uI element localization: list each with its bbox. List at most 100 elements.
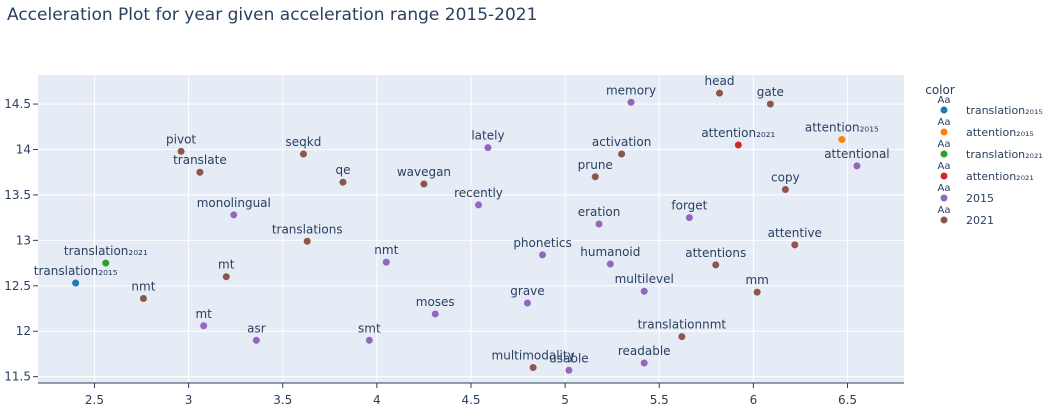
- x-tick-label: 5: [561, 393, 569, 407]
- x-tick-label: 3.5: [273, 393, 292, 407]
- x-tick-label: 4.5: [461, 393, 480, 407]
- y-tick-label: 13.5: [4, 188, 31, 202]
- data-label: translationnmt: [638, 318, 727, 332]
- data-point: [339, 178, 347, 186]
- data-point: [529, 364, 537, 372]
- legend-marker: [940, 194, 948, 202]
- legend-marker: [940, 172, 948, 180]
- data-label: attention₂₀₁₅: [805, 121, 879, 135]
- data-label: nmt: [374, 243, 398, 257]
- data-point: [420, 180, 428, 188]
- data-point: [539, 251, 547, 259]
- data-point: [606, 260, 614, 268]
- data-point: [222, 273, 230, 281]
- legend-entry-label: translation₂₀₂₁: [966, 148, 1043, 161]
- legend-marker: [940, 216, 948, 224]
- x-tick-label: 3: [185, 393, 193, 407]
- data-point: [753, 288, 761, 296]
- data-point: [640, 359, 648, 367]
- data-label: usable: [549, 351, 589, 365]
- legend: colorAatranslation₂₀₁₅Aaattention₂₀₁₅Aat…: [925, 83, 1043, 227]
- data-label: nmt: [131, 280, 155, 294]
- data-point: [712, 261, 720, 269]
- data-point: [716, 89, 724, 97]
- data-label: multilevel: [615, 272, 674, 286]
- legend-entry-label: attention₂₀₁₅: [966, 126, 1034, 139]
- data-point: [523, 299, 531, 307]
- data-point: [72, 279, 80, 287]
- data-point: [196, 168, 204, 176]
- data-label: eration: [578, 205, 621, 219]
- legend-symbol-text: Aa: [938, 183, 951, 194]
- data-point: [303, 237, 311, 245]
- data-label: phonetics: [513, 236, 571, 250]
- y-tick-label: 11.5: [4, 370, 31, 384]
- data-label: translate: [173, 153, 227, 167]
- data-point: [431, 310, 439, 318]
- data-label: seqkd: [286, 135, 322, 149]
- data-point: [102, 259, 110, 267]
- data-label: readable: [618, 344, 671, 358]
- legend-entry-label: 2021: [966, 214, 994, 227]
- data-point: [618, 150, 626, 158]
- data-label: translation₂₀₁₅: [34, 264, 118, 278]
- data-point: [678, 333, 686, 341]
- data-point: [565, 366, 573, 374]
- data-point: [627, 98, 635, 106]
- data-point: [200, 322, 208, 330]
- data-label: activation: [592, 135, 651, 149]
- data-point: [299, 150, 307, 158]
- data-label: mt: [218, 258, 235, 272]
- data-point: [365, 336, 373, 344]
- data-label: translations: [272, 222, 343, 236]
- legend-symbol-text: Aa: [938, 161, 951, 172]
- legend-symbol-text: Aa: [938, 205, 951, 216]
- legend-entry-label: 2015: [966, 192, 994, 205]
- data-point: [853, 162, 861, 170]
- data-point: [139, 295, 147, 303]
- y-tick-label: 13: [16, 233, 31, 247]
- data-point: [791, 241, 799, 249]
- data-label: smt: [358, 321, 381, 335]
- data-label: attention₂₀₂₁: [701, 126, 775, 140]
- data-label: gate: [757, 85, 784, 99]
- data-point: [685, 214, 693, 222]
- data-point: [591, 173, 599, 181]
- legend-marker: [940, 106, 948, 114]
- legend-symbol-text: Aa: [938, 139, 951, 150]
- data-labels: translation₂₀₁₅ attention₂₀₁₅ translation₂…: [34, 74, 890, 365]
- data-points: [72, 89, 861, 374]
- y-tick-label: 14: [16, 143, 31, 157]
- legend-marker: [940, 150, 948, 158]
- data-label: translation₂₀₂₁: [64, 244, 148, 258]
- data-label: mt: [195, 307, 212, 321]
- data-label: qe: [335, 163, 350, 177]
- y-tick-label: 12: [16, 324, 31, 338]
- data-point: [475, 201, 483, 209]
- legend-symbol-text: Aa: [938, 95, 951, 106]
- legend-entry-label: translation₂₀₁₅: [966, 104, 1043, 117]
- legend-entry-label: attention₂₀₂₁: [966, 170, 1034, 183]
- data-label: attentions: [685, 246, 746, 260]
- data-label: attentional: [824, 147, 889, 161]
- x-tick-label: 5.5: [650, 393, 669, 407]
- y-tick-label: 12.5: [4, 279, 31, 293]
- data-label: prune: [578, 158, 613, 172]
- legend-symbol-text: Aa: [938, 117, 951, 128]
- data-label: multimodality: [492, 349, 575, 363]
- data-label: mm: [745, 273, 768, 287]
- data-label: humanoid: [580, 245, 640, 259]
- data-point: [838, 136, 846, 144]
- data-label: asr: [247, 321, 266, 335]
- x-tick-label: 6.5: [838, 393, 857, 407]
- data-label: forget: [671, 199, 707, 213]
- legend-marker: [940, 128, 948, 136]
- x-tick-label: 4: [373, 393, 381, 407]
- x-tick-label: 6: [750, 393, 758, 407]
- data-label: memory: [606, 83, 656, 97]
- legend-title: color: [925, 83, 955, 97]
- axis-ticks: 2.5 3 3.5 4 4.5 5 5.5 6 6.5 11.5 12 12.5 13 13.5 14 14.…: [4, 97, 904, 407]
- data-point: [230, 211, 238, 219]
- data-label: recently: [454, 186, 503, 200]
